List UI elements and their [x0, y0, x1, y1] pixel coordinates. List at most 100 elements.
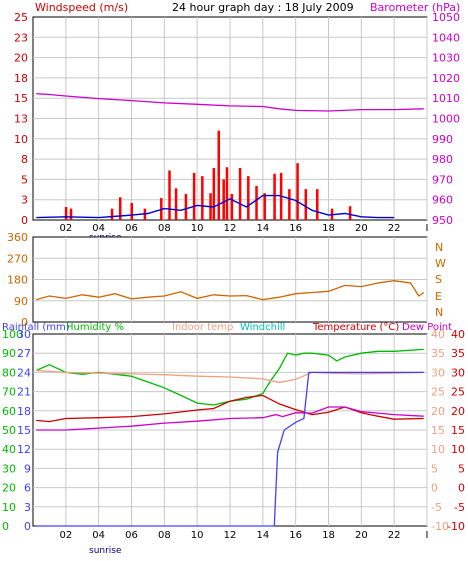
dewpoint-legend: Dew Point [402, 322, 452, 333]
gust-line [36, 194, 395, 219]
temperature-legend: Temperature (°C) [312, 322, 399, 333]
compass-label-s: S [435, 273, 442, 286]
indoor-y-tick-label: 25 [431, 386, 445, 399]
temperature-x-tick-label: 18 [322, 530, 335, 541]
humidity-y-tick-label: 70 [2, 386, 16, 399]
temperature-x-tick-label: 02 [59, 530, 72, 541]
windspeed-bar [192, 172, 196, 220]
compass-label-e: E [435, 290, 442, 303]
rainfall-y-tick-label: 27 [17, 347, 31, 360]
humidity-y-tick-label: 60 [2, 405, 16, 418]
windspeed-y-tick-label: 25 [14, 11, 28, 24]
temperature-y-tick-label: -10 [447, 520, 465, 533]
rainfall-y-tick-label: 18 [17, 405, 31, 418]
windspeed-y-tick-label: 20 [14, 52, 28, 65]
windspeed-bar [316, 189, 319, 220]
barometer-y-tick-label: 960 [432, 194, 453, 207]
barometer-y-tick-label: 1000 [432, 113, 460, 126]
direction-line [36, 280, 425, 301]
humidity-y-tick-label: 50 [2, 424, 16, 437]
windspeed-y-tick-label: 15 [14, 92, 28, 105]
temperature-y-tick-label: 5 [458, 462, 465, 475]
rainfall-y-tick-label: 3 [24, 501, 31, 514]
temperature-y-tick-label: 35 [451, 347, 465, 360]
windspeed-y-tick-label: 23 [14, 31, 28, 44]
windspeed-bar [288, 189, 291, 220]
windspeed-bar [64, 207, 68, 220]
rainfall-y-tick-label: 0 [24, 520, 31, 533]
temperature-x-tick-label: 14 [256, 530, 269, 541]
rainfall-y-tick-label: 12 [17, 443, 31, 456]
temperature-x-tick-label: 06 [125, 530, 138, 541]
temperature-x-tick-label: 12 [224, 530, 237, 541]
humidity-y-tick-label: 90 [2, 347, 16, 360]
indoor-y-tick-label: 0 [431, 482, 438, 495]
indoor-y-tick-label: 40 [431, 328, 445, 341]
rainfall-y-tick-label: 24 [17, 366, 31, 379]
indoor-y-tick-label: 20 [431, 405, 445, 418]
rainfall-line [36, 371, 424, 527]
windspeed-x-tick-label: 06 [125, 223, 138, 234]
humidity-y-tick-label: 20 [2, 482, 16, 495]
windspeed-x-tick-label: 16 [289, 223, 302, 234]
indoor-y-tick-label: 5 [431, 462, 438, 475]
windspeed-y-tick-label: 13 [14, 113, 28, 126]
windspeed-y-tick-label: 5 [21, 173, 28, 186]
windspeed-bar [348, 206, 352, 220]
barometer-y-tick-label: 970 [432, 173, 453, 186]
temperature-y-tick-label: 25 [451, 386, 465, 399]
direction-y-tick-label: 0 [21, 316, 28, 329]
compass-label-n-bottom: N [435, 306, 443, 319]
indoor-temp-legend: Indoor temp [172, 322, 233, 333]
compass-label-n-top: N [435, 241, 443, 254]
barometer-y-tick-label: 1020 [432, 72, 460, 85]
windspeed-bar [217, 130, 221, 220]
barometer-y-tick-label: 980 [432, 153, 453, 166]
indoor-y-tick-label: -10 [431, 520, 449, 533]
windspeed-x-tick-label: 18 [322, 223, 335, 234]
windspeed-bar [273, 173, 276, 220]
temperature-y-tick-label: 30 [451, 366, 465, 379]
indoor-y-tick-label: -5 [431, 501, 442, 514]
windspeed-bar [201, 176, 204, 220]
rainfall-y-tick-label: 6 [24, 482, 31, 495]
temperature-y-tick-label: 20 [451, 405, 465, 418]
direction-y-tick-label: 270 [7, 252, 28, 265]
humidity-y-tick-label: 100 [2, 328, 23, 341]
windspeed-x-tick-label: 22 [388, 223, 401, 234]
windspeed-x-tick-label: 20 [355, 223, 368, 234]
temperature-line [36, 394, 424, 423]
windspeed-x-tick-label: 10 [191, 223, 204, 234]
humidity-y-tick-label: 10 [2, 501, 16, 514]
windspeed-bar [230, 194, 234, 220]
windspeed-bar [255, 185, 258, 220]
windspeed-bar [130, 202, 133, 220]
temperature-x-tick-label: 04 [92, 530, 105, 541]
indoor-y-tick-label: 35 [431, 347, 445, 360]
windspeed-x-tick-label: I [426, 223, 429, 234]
humidity-y-tick-label: 40 [2, 443, 16, 456]
rainfall-y-tick-label: 21 [17, 386, 31, 399]
rainfall-legend: Rainfall (mm) [2, 322, 70, 333]
temperature-y-tick-label: -5 [454, 501, 465, 514]
indoor-y-tick-label: 15 [431, 424, 445, 437]
humidity-y-tick-label: 80 [2, 366, 16, 379]
windspeed-bar [238, 168, 242, 220]
compass-label-w: W [435, 257, 446, 270]
rainfall-y-tick-label: 15 [17, 424, 31, 437]
indoor-y-tick-label: 30 [431, 366, 445, 379]
windspeed-bar [225, 167, 229, 220]
temperature-x-tick-label: I [426, 530, 429, 541]
temperature-y-tick-label: 40 [451, 328, 465, 341]
temperature-y-tick-label: 15 [451, 424, 465, 437]
dewpoint-line [36, 406, 424, 431]
barometer-y-tick-label: 990 [432, 133, 453, 146]
windspeed-bar [119, 197, 122, 220]
windspeed-bar [110, 208, 114, 220]
humidity-y-tick-label: 0 [2, 520, 9, 533]
indoor-y-tick-label: 10 [431, 443, 445, 456]
windspeed-x-tick-label: 08 [158, 223, 171, 234]
barometer-axis-title: Barometer (hPa) [370, 1, 460, 14]
barometer-y-tick-label: 1050 [432, 11, 460, 24]
